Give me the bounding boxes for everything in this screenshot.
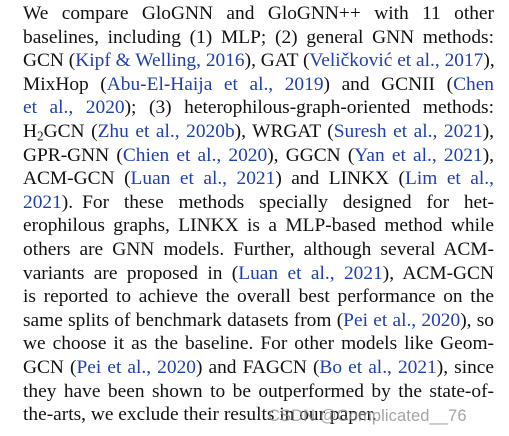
text-line-14: same splits of benchmark datasets from (… [23, 309, 494, 331]
text-line-7: GPR-GNN (Chien et al., 2020), GGCN (Yan … [23, 144, 495, 166]
text-line-5: et al., 2020); (3) heterophilous-graph-o… [23, 97, 494, 119]
text-line-3: GCN (Kipf & Welling, 2016), GAT (Veličko… [23, 50, 495, 72]
citation-link[interactable]: Veličković et al., 2017 [309, 50, 484, 72]
citation-link[interactable]: Zhu et al., 2020b [97, 120, 235, 142]
text-line-9: 2021). For these methods specially design… [23, 191, 494, 213]
text-line-13: is reported to achieve the overall best … [23, 286, 494, 308]
text-line-2: baselines, including (1) MLP; (2) genera… [23, 26, 494, 48]
citation-link[interactable]: Pei et al., 2020 [76, 356, 196, 378]
citation-link[interactable]: Luan et al., 2021 [130, 168, 276, 190]
text-line-8: ACM-GCN (Luan et al., 2021) and LINKX (L… [23, 168, 494, 190]
citation-link[interactable]: Suresh et al., 2021 [333, 120, 483, 142]
text-line-16: GCN (Pei et al., 2020) and FAGCN (Bo et … [23, 356, 494, 378]
text-line-4: MixHop (Abu-El-Haija et al., 2019) and G… [23, 73, 494, 95]
citation-link[interactable]: Kipf & Welling, 2016 [75, 50, 245, 72]
citation-link[interactable]: Yan et al., 2021 [354, 144, 483, 166]
text-line-15: we choose it as the baseline. For other … [23, 333, 494, 355]
text-line-12: variants are proposed in (Luan et al., 2… [23, 262, 494, 284]
text-line-18: the-arts, we exclude their results in ou… [23, 404, 377, 426]
citation-link[interactable]: et al., 2020 [23, 97, 125, 119]
text-line-10: erophilous graphs, LINKX is a MLP-based … [23, 215, 494, 237]
citation-link[interactable]: Chien et al., 2020 [122, 144, 268, 166]
citation-link[interactable]: Chen [453, 73, 494, 95]
citation-link[interactable]: Luan et al., 2021 [238, 262, 383, 284]
text-line-1: We compare GloGNN and GloGNN++ with 11 o… [23, 3, 494, 24]
text-line-6: H2GCN (Zhu et al., 2020b), WRGAT (Suresh… [23, 120, 494, 144]
text-line-17: they have been shown to be outperformed … [23, 380, 494, 402]
citation-link[interactable]: Abu-El-Haija et al., 2019 [106, 73, 324, 95]
citation-link[interactable]: Bo et al., 2021 [319, 356, 437, 378]
citation-link[interactable]: 2021 [23, 191, 62, 213]
subscript: 2 [37, 128, 44, 144]
paper-paragraph: We compare GloGNN and GloGNN++ with 11 o… [23, 2, 495, 427]
text-line-11: others are GNN models. Further, although… [23, 238, 494, 260]
citation-link[interactable]: Lim et al., [405, 168, 494, 190]
citation-link[interactable]: Pei et al., 2020 [343, 309, 461, 331]
